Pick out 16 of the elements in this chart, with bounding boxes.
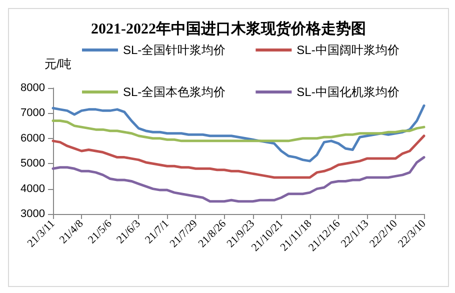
line-series <box>52 156 426 203</box>
legend-label: SL-中国阔叶浆均价 <box>296 43 400 57</box>
y-tick-label: 7000 <box>20 107 45 120</box>
legend-label: SL-全国针叶浆均价 <box>123 43 226 57</box>
chart-title: 2021-2022年中国进口木浆现货价格走势图 <box>91 20 366 38</box>
y-tick-label: 5000 <box>20 158 45 170</box>
legend-label: SL-全国本色浆均价 <box>123 85 226 99</box>
y-tick-label: 3000 <box>20 208 45 220</box>
y-tick-label: 4000 <box>20 182 45 195</box>
y-tick-label: 8000 <box>20 82 45 94</box>
line-series <box>52 104 426 162</box>
y-axis-title: 元/吨 <box>44 57 72 71</box>
y-tick-label: 6000 <box>20 132 45 144</box>
line-series <box>52 120 426 142</box>
legend-label: SL-中国化机浆均价 <box>296 85 400 99</box>
line-series <box>52 134 426 179</box>
